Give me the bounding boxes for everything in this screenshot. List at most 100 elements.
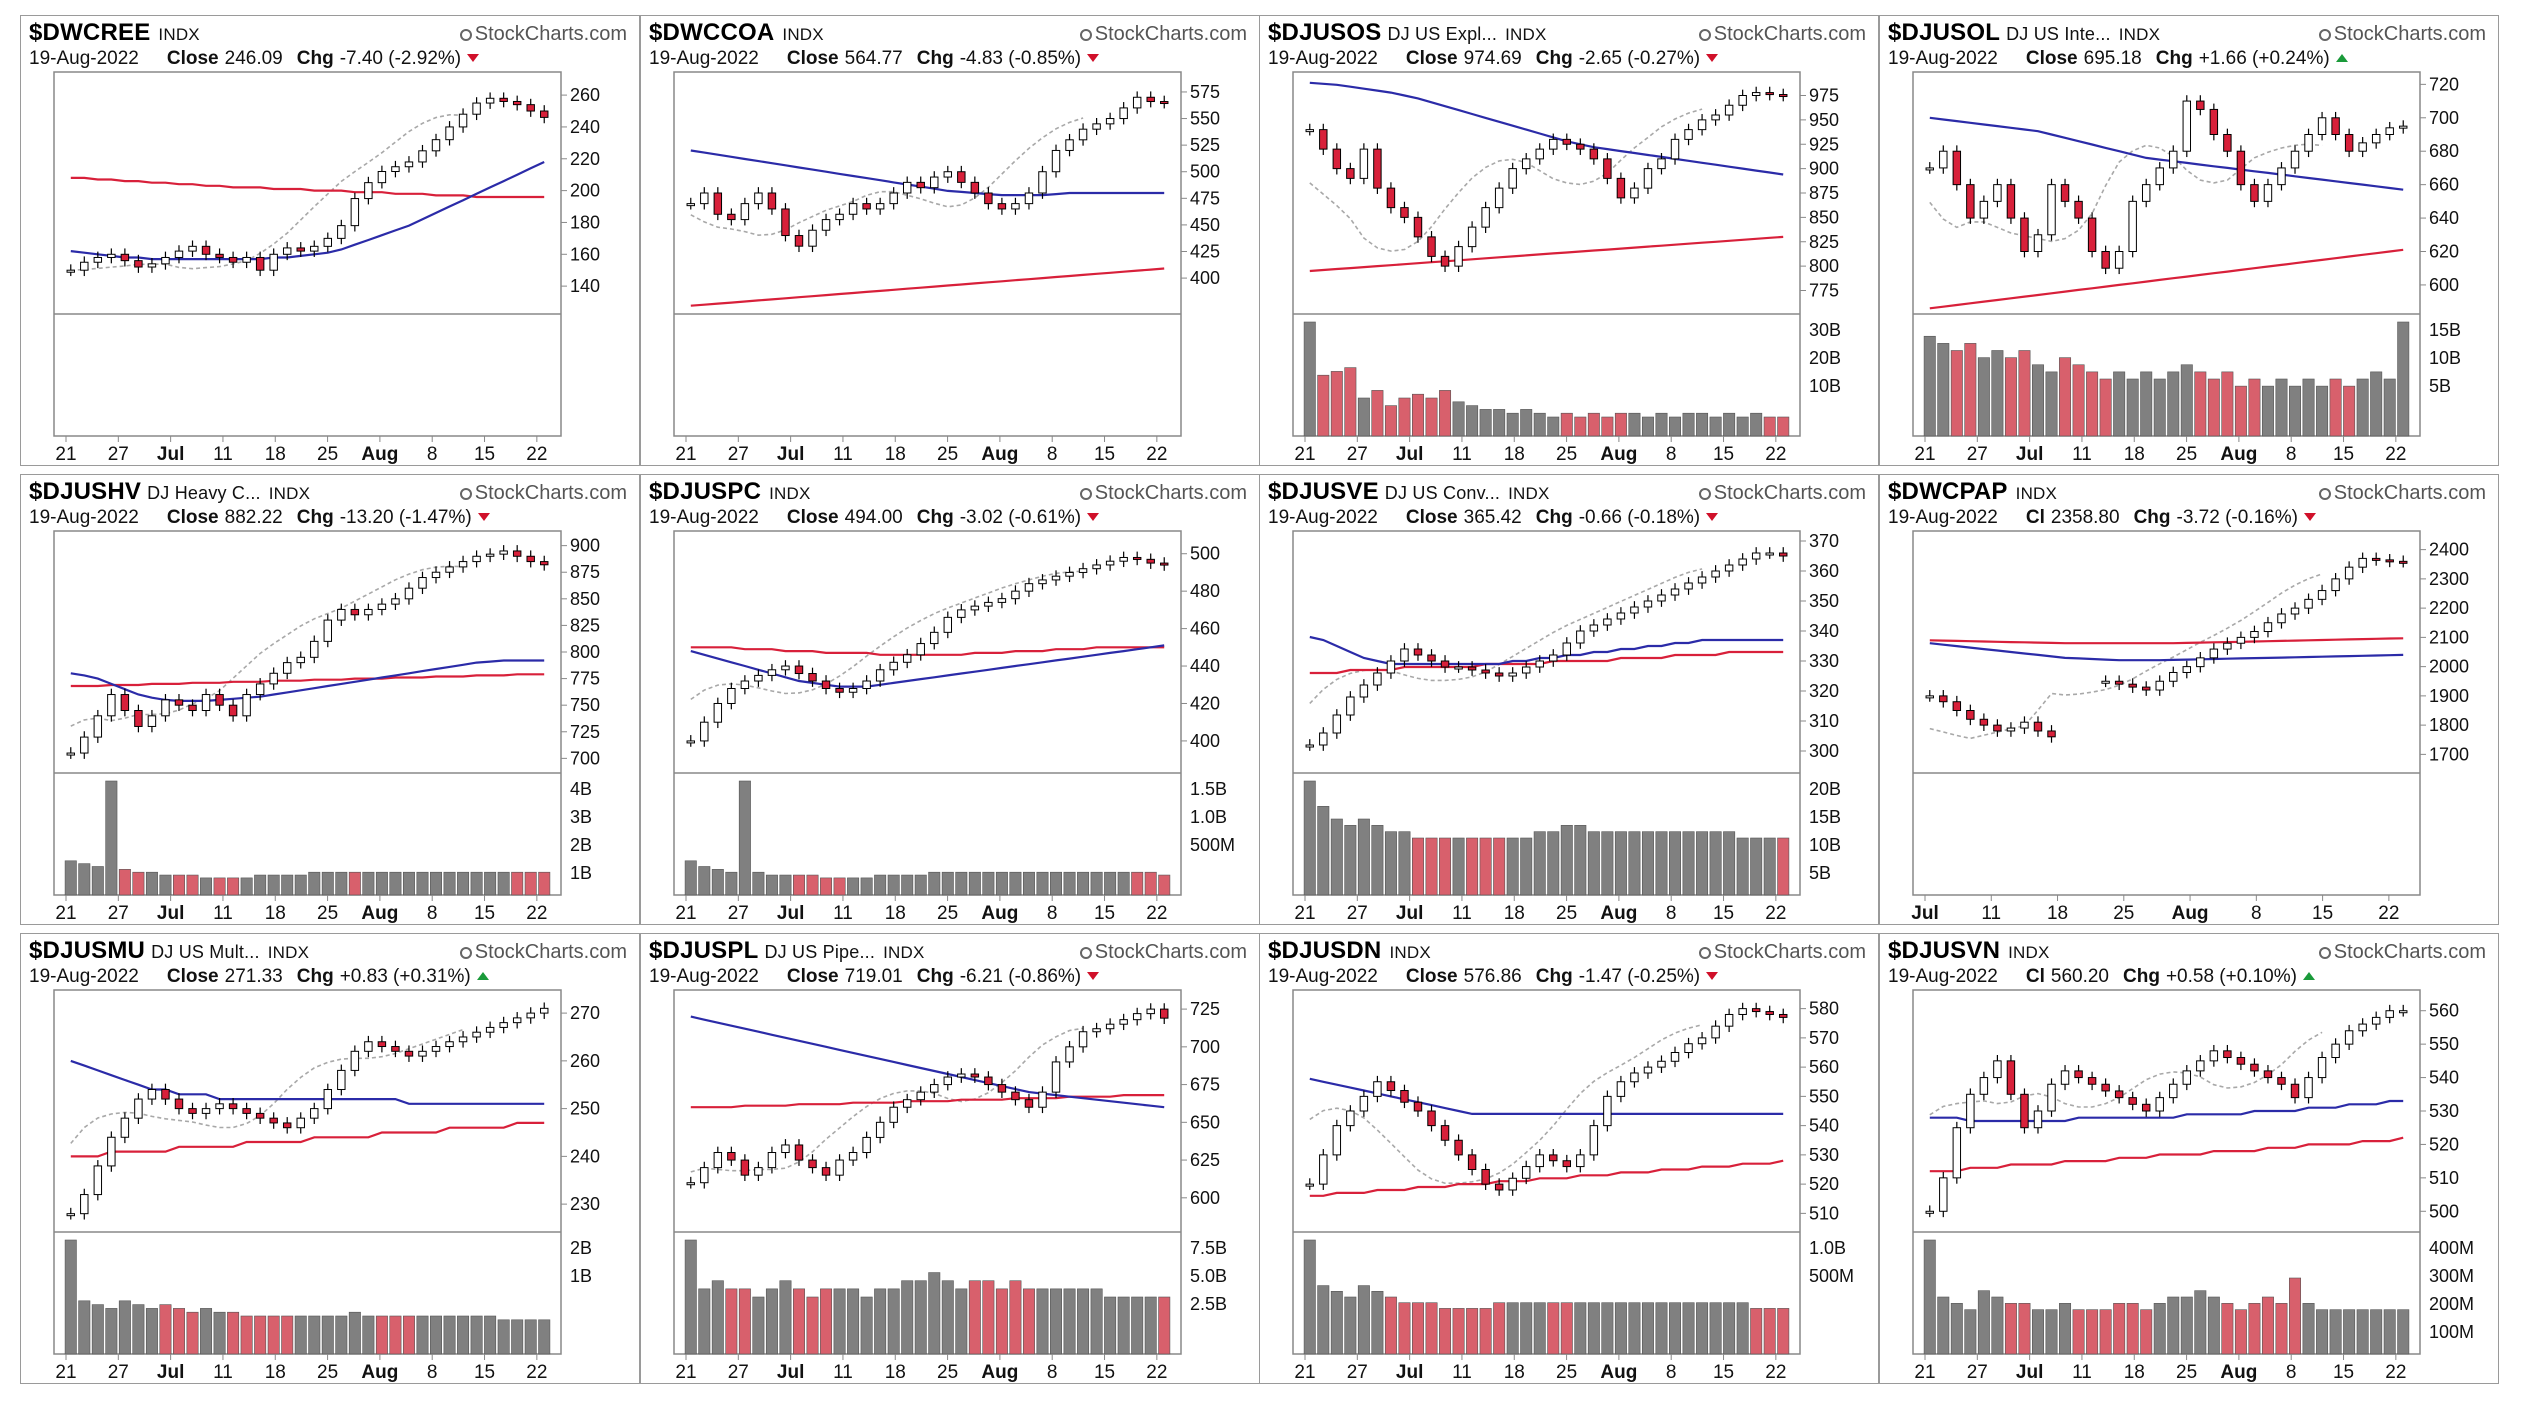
candle	[174, 245, 184, 264]
volume-bar	[1709, 1302, 1722, 1355]
change-caption: Chg	[296, 966, 334, 987]
symbol-label[interactable]: $DJUSOL	[1888, 19, 2001, 46]
volume-bar	[2261, 385, 2274, 437]
brand-link[interactable]: StockCharts.com	[1079, 941, 1247, 964]
x-tick-label: 8	[1666, 1362, 1677, 1383]
candle	[93, 251, 103, 269]
x-tick-label: 21	[1294, 1362, 1315, 1383]
description-label: DJ Heavy C...	[147, 483, 261, 503]
y-tick-label: 220	[570, 149, 600, 169]
symbol-label[interactable]: $DWCCOA	[649, 19, 775, 46]
chart-panel[interactable]: $DJUSMU DJ US Mult... INDX StockCharts.com 1…	[20, 933, 640, 1384]
brand-link[interactable]: StockCharts.com	[1698, 941, 1866, 964]
candle	[1670, 1046, 1680, 1068]
brand-link[interactable]: StockCharts.com	[2318, 23, 2486, 46]
candle	[445, 1035, 454, 1053]
volume-bar	[375, 1315, 388, 1355]
symbol-label[interactable]: $DWCREE	[29, 19, 151, 46]
x-tick-label: Aug	[361, 1362, 398, 1383]
volume-bar	[901, 874, 914, 896]
x-tick-label: 25	[317, 903, 338, 924]
candle	[794, 1139, 804, 1166]
volume-bar	[1682, 1302, 1695, 1355]
brand-link[interactable]: StockCharts.com	[1079, 23, 1247, 46]
candle	[686, 735, 695, 747]
brand-link[interactable]: StockCharts.com	[459, 941, 627, 964]
candle	[781, 1139, 790, 1159]
y-tick-label: 320	[1809, 681, 1839, 701]
x-tick-label: Aug	[981, 1362, 1018, 1383]
copyright-icon	[2318, 29, 2331, 41]
candle	[984, 1071, 993, 1091]
symbol-label[interactable]: $DJUSPL	[649, 937, 759, 964]
exchange-label: INDX	[2008, 943, 2050, 962]
x-tick-label: 27	[1347, 1362, 1368, 1383]
chart-panel[interactable]: $DJUSVN INDX StockCharts.com 19-Aug-2022 Cl 5…	[1879, 933, 2499, 1384]
brand-link[interactable]: StockCharts.com	[459, 23, 627, 46]
candle	[188, 1102, 197, 1120]
y-tick-label: 650	[1190, 1112, 1220, 1132]
symbol-label[interactable]: $DJUSVN	[1888, 937, 2001, 964]
y-tick-label: 140	[570, 276, 600, 296]
volume-bar	[240, 877, 253, 896]
volume-bar	[1479, 1308, 1492, 1355]
candle	[2196, 95, 2205, 116]
candle	[727, 1146, 736, 1166]
sma-short-line	[70, 565, 464, 727]
volume-tick-label: 1B	[570, 863, 592, 883]
symbol-label[interactable]: $DJUSDN	[1268, 937, 1382, 964]
y-tick-label: 680	[2429, 141, 2459, 161]
candle	[2371, 552, 2381, 566]
chart-panel[interactable]: $DJUSHV DJ Heavy C... INDX StockCharts.com 1…	[20, 474, 640, 925]
chart-panel[interactable]: $DWCCOA INDX StockCharts.com 19-Aug-2022 Clo…	[640, 15, 1260, 466]
chart-panel[interactable]: $DWCPAP INDX StockCharts.com 19-Aug-2022 Cl 2…	[1879, 474, 2499, 925]
y-tick-label: 550	[1190, 109, 1220, 129]
symbol-label[interactable]: $DJUSPC	[649, 478, 762, 505]
chart-panel[interactable]: $DWCREE INDX StockCharts.com 19-Aug-2022 Clo…	[20, 15, 640, 466]
chart-panel[interactable]: $DJUSPL DJ US Pipe... INDX StockCharts.com 1…	[640, 933, 1260, 1384]
symbol-label[interactable]: $DWCPAP	[1888, 478, 2008, 505]
sma-long-line	[690, 1094, 1165, 1109]
candle	[700, 716, 709, 747]
volume-bar	[335, 1315, 348, 1355]
chart-panel[interactable]: $DJUSDN INDX StockCharts.com 19-Aug-2022 Clo…	[1259, 933, 1879, 1384]
brand-link[interactable]: StockCharts.com	[1079, 482, 1247, 505]
chart-panel[interactable]: $DJUSOS DJ US Expl... INDX StockCharts.com 1…	[1259, 15, 1879, 466]
candle	[255, 251, 265, 277]
symbol-label[interactable]: $DJUSMU	[29, 937, 146, 964]
symbol-label[interactable]: $DJUSHV	[29, 478, 142, 505]
volume-tick-label: 15B	[1809, 807, 1841, 827]
chart-panel[interactable]: $DJUSVE DJ US Conv... INDX StockCharts.com 1…	[1259, 474, 1879, 925]
symbol-label[interactable]: $DJUSVE	[1268, 478, 1379, 505]
candle	[1711, 565, 1720, 583]
candle	[2263, 178, 2273, 208]
volume-bar	[725, 871, 738, 896]
volume-bar	[1614, 1302, 1627, 1355]
brand-link[interactable]: StockCharts.com	[1698, 482, 1866, 505]
brand-link[interactable]: StockCharts.com	[2318, 941, 2486, 964]
brand-label: StockCharts.com	[1094, 482, 1247, 504]
brand-link[interactable]: StockCharts.com	[459, 482, 627, 505]
symbol-line: $DJUSPL DJ US Pipe... INDX	[649, 937, 925, 965]
volume-bar	[1923, 1239, 1936, 1355]
x-tick-label: 18	[2047, 903, 2068, 924]
y-tick-label: 700	[2429, 108, 2459, 128]
volume-bar	[335, 871, 348, 896]
volume-bar	[1050, 871, 1062, 896]
candle	[350, 603, 360, 621]
candle	[754, 669, 763, 687]
candle	[1119, 102, 1128, 125]
x-tick-label: 15	[474, 903, 495, 924]
volume-bar	[1022, 1288, 1035, 1355]
brand-link[interactable]: StockCharts.com	[1698, 23, 1866, 46]
x-tick-label: 21	[675, 444, 696, 465]
brand-link[interactable]: StockCharts.com	[2318, 482, 2486, 505]
candle	[1105, 112, 1115, 130]
close-value: 2358.80	[2050, 507, 2120, 528]
chart-panel[interactable]: $DJUSPC INDX StockCharts.com 19-Aug-2022 Clo…	[640, 474, 1260, 925]
candle	[1386, 1075, 1396, 1097]
symbol-label[interactable]: $DJUSOS	[1268, 19, 1382, 46]
chart-panel[interactable]: $DJUSOL DJ US Inte... INDX StockCharts.com 1…	[1879, 15, 2499, 466]
x-tick-label: 8	[1666, 903, 1677, 924]
candle	[2223, 637, 2232, 655]
